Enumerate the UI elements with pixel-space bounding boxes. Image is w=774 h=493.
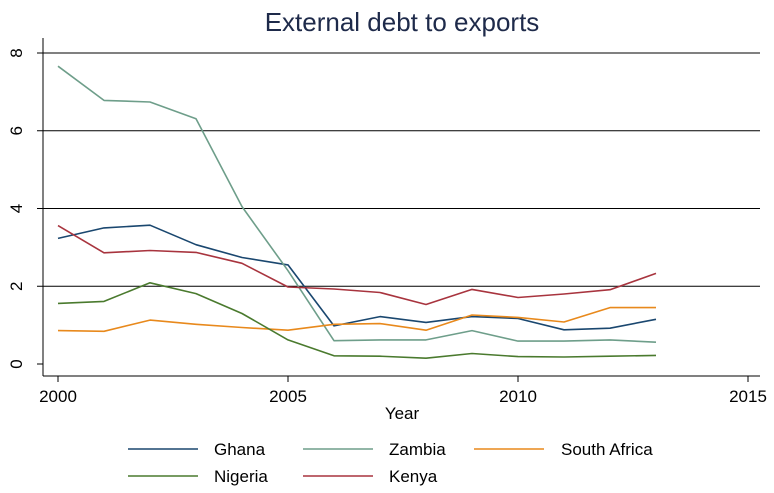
legend-label-south-africa: South Africa (561, 440, 653, 459)
chart-title: External debt to exports (265, 7, 540, 37)
series-lines (57, 65, 657, 360)
y-tick-label-4: 4 (7, 204, 26, 213)
y-tick-label-2: 2 (7, 282, 26, 291)
y-tick-label-0: 0 (7, 359, 26, 368)
y-tick-label-8: 8 (7, 48, 26, 57)
legend-label-zambia: Zambia (389, 440, 446, 459)
legend-label-nigeria: Nigeria (214, 467, 268, 486)
legend-label-ghana: Ghana (214, 440, 266, 459)
x-tick-label-2000: 2000 (39, 387, 77, 406)
x-tick-label-2005: 2005 (269, 387, 307, 406)
series-line-ghana (57, 224, 657, 331)
legend-label-kenya: Kenya (389, 467, 438, 486)
series-line-nigeria (57, 281, 657, 360)
series-line-kenya (57, 224, 657, 306)
x-tick-label-2015: 2015 (729, 387, 767, 406)
gridlines (43, 52, 760, 287)
legend: Ghana Zambia South Africa Nigeria Kenya (128, 440, 653, 486)
axes: 0 2 4 6 8 2000 2005 2010 2015 (7, 38, 767, 406)
x-tick-label-2010: 2010 (499, 387, 537, 406)
series-line-south-africa (57, 306, 656, 333)
y-tick-label-6: 6 (7, 126, 26, 135)
series-line-zambia (57, 65, 657, 343)
x-axis-label: Year (385, 404, 420, 423)
